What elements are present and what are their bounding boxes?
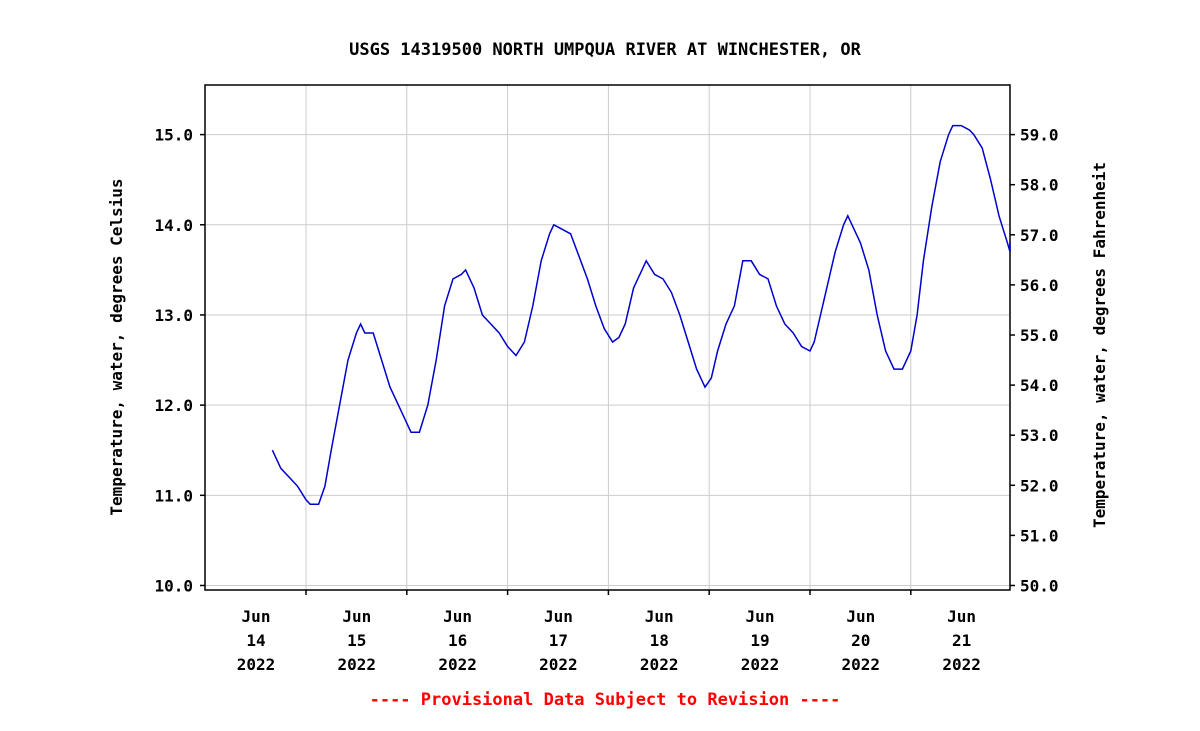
x-tick-label: 16 [448,631,467,650]
x-tick-label: Jun [443,607,472,626]
y-right-tick-label: 55.0 [1020,326,1059,345]
x-tick-label: Jun [544,607,573,626]
x-tick-label: 19 [750,631,769,650]
x-tick-label: Jun [947,607,976,626]
x-tick-label: 2022 [237,655,276,674]
x-tick-label: 21 [952,631,971,650]
y-right-tick-label: 50.0 [1020,576,1059,595]
left-y-axis: 10.0 11.0 12.0 13.0 14.0 15.0 [154,126,205,595]
y-tick-label: 14.0 [154,216,193,235]
y-right-tick-label: 54.0 [1020,376,1059,395]
chart-title: USGS 14319500 NORTH UMPQUA RIVER AT WINC… [349,40,862,60]
y-right-tick-label: 53.0 [1020,426,1059,445]
x-tick-label: Jun [846,607,875,626]
plot-area [204,84,1011,591]
y-tick-label: 13.0 [154,306,193,325]
y-right-tick-label: 59.0 [1020,126,1059,145]
x-tick-label: 20 [851,631,870,650]
y-tick-label: 10.0 [154,576,193,595]
temperature-series-line [271,124,1011,506]
right-y-axis-label: Temperature, water, degrees Fahrenheit [1090,162,1109,528]
x-tick-label: 2022 [842,655,881,674]
y-right-tick-label: 58.0 [1020,176,1059,195]
provisional-data-notice: ---- Provisional Data Subject to Revisio… [370,690,841,710]
x-tick-label: 18 [650,631,669,650]
y-tick-label: 11.0 [154,486,193,505]
y-tick-label: 12.0 [154,396,193,415]
y-tick-label: 15.0 [154,126,193,145]
right-y-axis: 50.0 51.0 52.0 53.0 54.0 55.0 56.0 57.0 58.0 59.0 [1010,126,1059,595]
x-tick-label: 2022 [640,655,679,674]
x-tick-label: 14 [246,631,265,650]
y-right-tick-label: 52.0 [1020,476,1059,495]
x-tick-label: Jun [342,607,371,626]
x-tick-label: Jun [645,607,674,626]
x-axis: Jun 14 2022 Jun 15 2022 Jun 16 2022 Jun 17 2022 Jun 1… [237,590,981,674]
x-tick-label: 2022 [942,655,981,674]
x-tick-label: 17 [549,631,568,650]
grid [205,85,1010,590]
x-tick-label: Jun [746,607,775,626]
x-tick-label: 2022 [741,655,780,674]
x-tick-label: 2022 [539,655,578,674]
x-tick-label: Jun [242,607,271,626]
x-tick-label: 2022 [438,655,477,674]
y-right-tick-label: 56.0 [1020,276,1059,295]
x-tick-label: 15 [347,631,366,650]
y-right-tick-label: 51.0 [1020,526,1059,545]
x-tick-label: 2022 [338,655,377,674]
left-y-axis-label: Temperature, water, degrees Celsius [107,178,126,515]
y-right-tick-label: 57.0 [1020,226,1059,245]
